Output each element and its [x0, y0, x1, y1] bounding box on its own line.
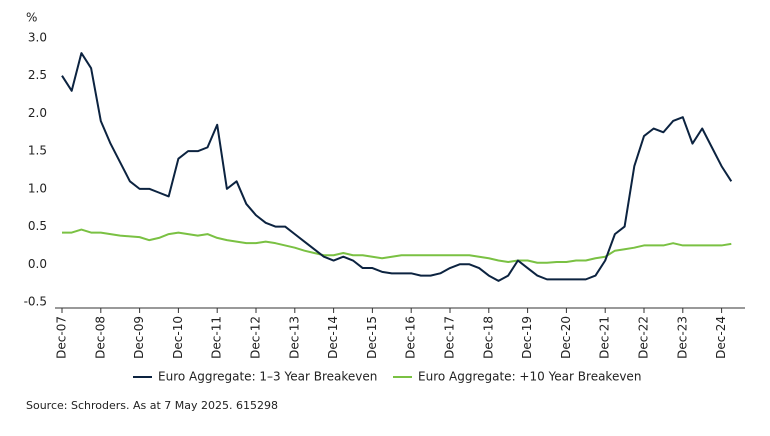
x-tick-label: Dec-24	[714, 316, 728, 359]
x-tick-label: Dec-10	[171, 316, 185, 359]
x-tick-label: Dec-14	[326, 316, 340, 359]
y-tick-label: 3.0	[28, 31, 47, 45]
legend-label: Euro Aggregate: +10 Year Breakeven	[418, 370, 641, 384]
series-line	[62, 228, 732, 264]
y-tick-label: 2.5	[28, 68, 47, 82]
source-note: Source: Schroders. As at 7 May 2025. 615…	[26, 399, 278, 412]
x-tick-label: Dec-17	[443, 316, 457, 359]
x-tick-label: Dec-20	[559, 316, 573, 359]
y-tick-label: 1.0	[28, 181, 47, 195]
series-line	[61, 52, 733, 282]
y-unit: %	[26, 11, 37, 25]
x-tick-label: Dec-22	[637, 316, 651, 359]
legend-label: Euro Aggregate: 1–3 Year Breakeven	[158, 370, 377, 384]
x-tick-label: Dec-18	[481, 316, 495, 359]
x-tick-label: Dec-16	[404, 316, 418, 359]
x-tick-label: Dec-09	[132, 316, 146, 359]
y-tick-label: -0.5	[24, 295, 47, 309]
y-tick-label: 0.0	[28, 257, 47, 271]
x-tick-label: Dec-21	[598, 316, 612, 359]
x-tick-label: Dec-07	[55, 316, 69, 359]
x-tick-label: Dec-19	[520, 316, 534, 359]
x-tick-label: Dec-11	[210, 316, 224, 359]
x-tick-label: Dec-08	[93, 316, 107, 359]
x-tick-label: Dec-13	[287, 316, 301, 359]
x-tick-label: Dec-23	[675, 316, 689, 359]
x-tick-label: Dec-12	[249, 316, 263, 359]
x-tick-label: Dec-15	[365, 316, 379, 359]
y-tick-label: 1.5	[28, 144, 47, 158]
y-tick-label: 0.5	[28, 219, 47, 233]
y-tick-label: 2.0	[28, 106, 47, 120]
